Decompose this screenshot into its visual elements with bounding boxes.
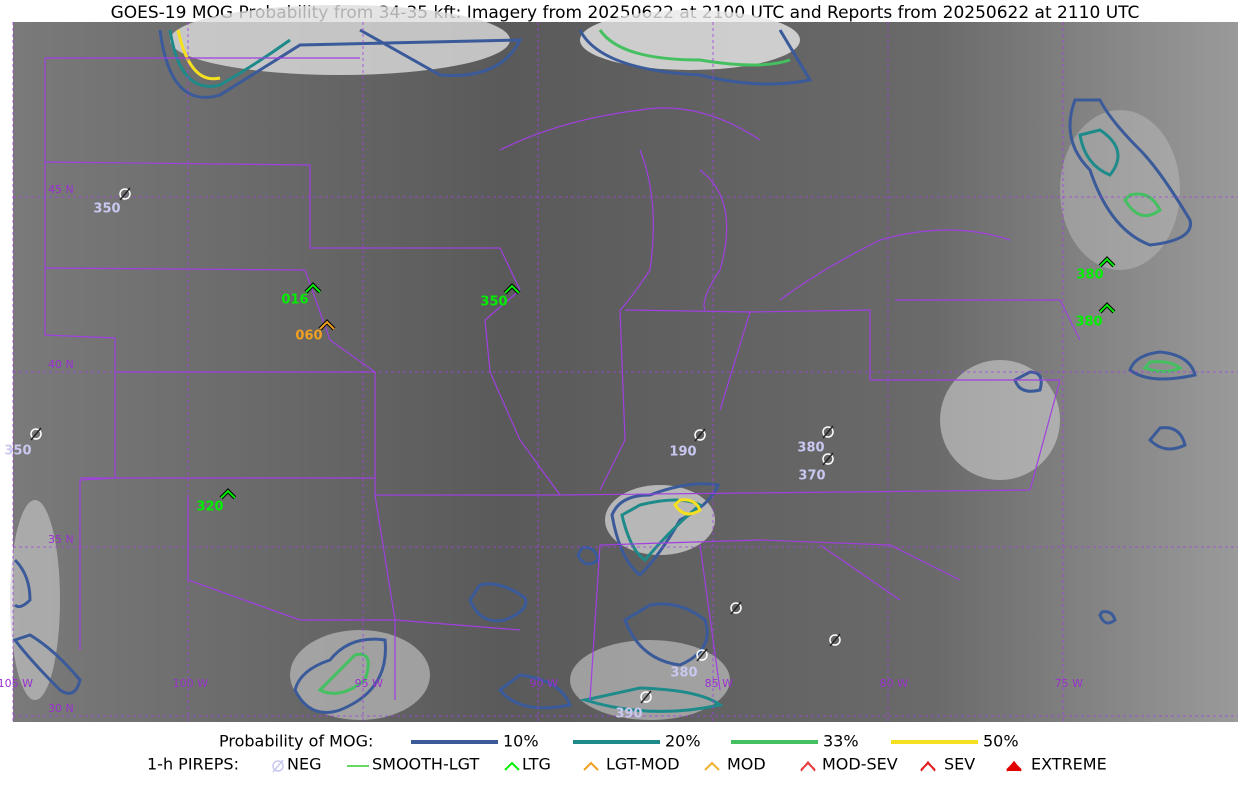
lon-label: 85 W <box>705 677 733 690</box>
legend-label: 20% <box>665 732 701 751</box>
icon <box>920 761 936 771</box>
pirep-label: 390 <box>615 707 642 722</box>
lat-label: 35 N <box>48 533 74 546</box>
neg-icon <box>829 634 841 646</box>
pirep-icon <box>220 489 236 499</box>
neg-slash <box>694 428 706 442</box>
legend-label: LTG <box>522 755 551 774</box>
lon-label: 105 W <box>0 677 33 690</box>
pirep-icon <box>1099 257 1115 267</box>
neg-icon <box>30 428 42 440</box>
neg-icon <box>119 188 131 200</box>
pirep-icon <box>1099 303 1115 313</box>
neg-slash <box>730 601 742 615</box>
lon-label: 80 W <box>880 677 908 690</box>
icon <box>1006 761 1022 771</box>
lon-label: 75 W <box>1055 677 1083 690</box>
neg-slash <box>696 648 708 662</box>
pirep-label: 380 <box>797 441 824 456</box>
pirep-label: 350 <box>4 444 31 459</box>
icon <box>704 761 720 771</box>
neg-icon <box>730 602 742 614</box>
legend-label: MOD <box>727 755 766 774</box>
legend-title: 1-h PIREPS: <box>147 755 239 774</box>
lon-label: 90 W <box>530 677 558 690</box>
legend-label: 33% <box>823 732 859 751</box>
pirep-label: 350 <box>480 295 507 310</box>
pirep-label: 380 <box>1075 315 1102 330</box>
pirep-icon <box>319 320 335 330</box>
legend-label: SMOOTH-LGT <box>372 755 479 774</box>
legend-title: Probability of MOG: <box>219 732 373 751</box>
pirep-icon <box>504 284 520 294</box>
neg-slash <box>640 690 652 704</box>
legend: Probability of MOG: 1-h PIREPS: 10% 20% 33… <box>147 732 1107 774</box>
neg-icon <box>640 691 652 703</box>
pirep-label: 380 <box>1076 268 1103 283</box>
icon <box>504 761 520 771</box>
icon <box>583 761 599 771</box>
pirep-label: 060 <box>295 329 322 344</box>
neg-slash <box>822 425 834 439</box>
pirep-label: 370 <box>798 469 825 484</box>
neg-slash <box>829 633 841 647</box>
legend-label: 10% <box>503 732 539 751</box>
neg-slash <box>119 187 131 201</box>
lon-label: 100 W <box>173 677 208 690</box>
pirep-icon <box>305 283 321 293</box>
pireps: 350 350 190 380 370 390 380 016 350 380 380 320 060 <box>4 187 1116 722</box>
lon-label: 95 W <box>355 677 383 690</box>
boundaries <box>44 57 1081 701</box>
legend-label: EXTREME <box>1031 755 1107 774</box>
neg-slash <box>272 759 284 773</box>
lat-label: 40 N <box>48 358 74 371</box>
legend-label: NEG <box>287 755 321 774</box>
legend-label: MOD-SEV <box>822 755 898 774</box>
neg-icon <box>822 426 834 438</box>
neg-icon <box>272 760 284 772</box>
neg-slash <box>30 427 42 441</box>
icon <box>800 761 816 771</box>
pirep-label: 320 <box>196 500 223 515</box>
pirep-label: 380 <box>670 666 697 681</box>
pirep-label: 016 <box>281 293 308 308</box>
lat-label: 45 N <box>48 183 74 196</box>
pirep-label: 190 <box>669 445 696 460</box>
neg-icon <box>694 429 706 441</box>
pirep-label: 350 <box>93 202 120 217</box>
legend-label: LGT-MOD <box>606 755 680 774</box>
legend-label: 50% <box>983 732 1019 751</box>
map <box>10 5 1238 722</box>
neg-slash <box>822 452 834 466</box>
neg-icon <box>696 649 708 661</box>
neg-icon <box>822 453 834 465</box>
legend-label: SEV <box>944 755 975 774</box>
lat-label: 30 N <box>48 702 74 715</box>
